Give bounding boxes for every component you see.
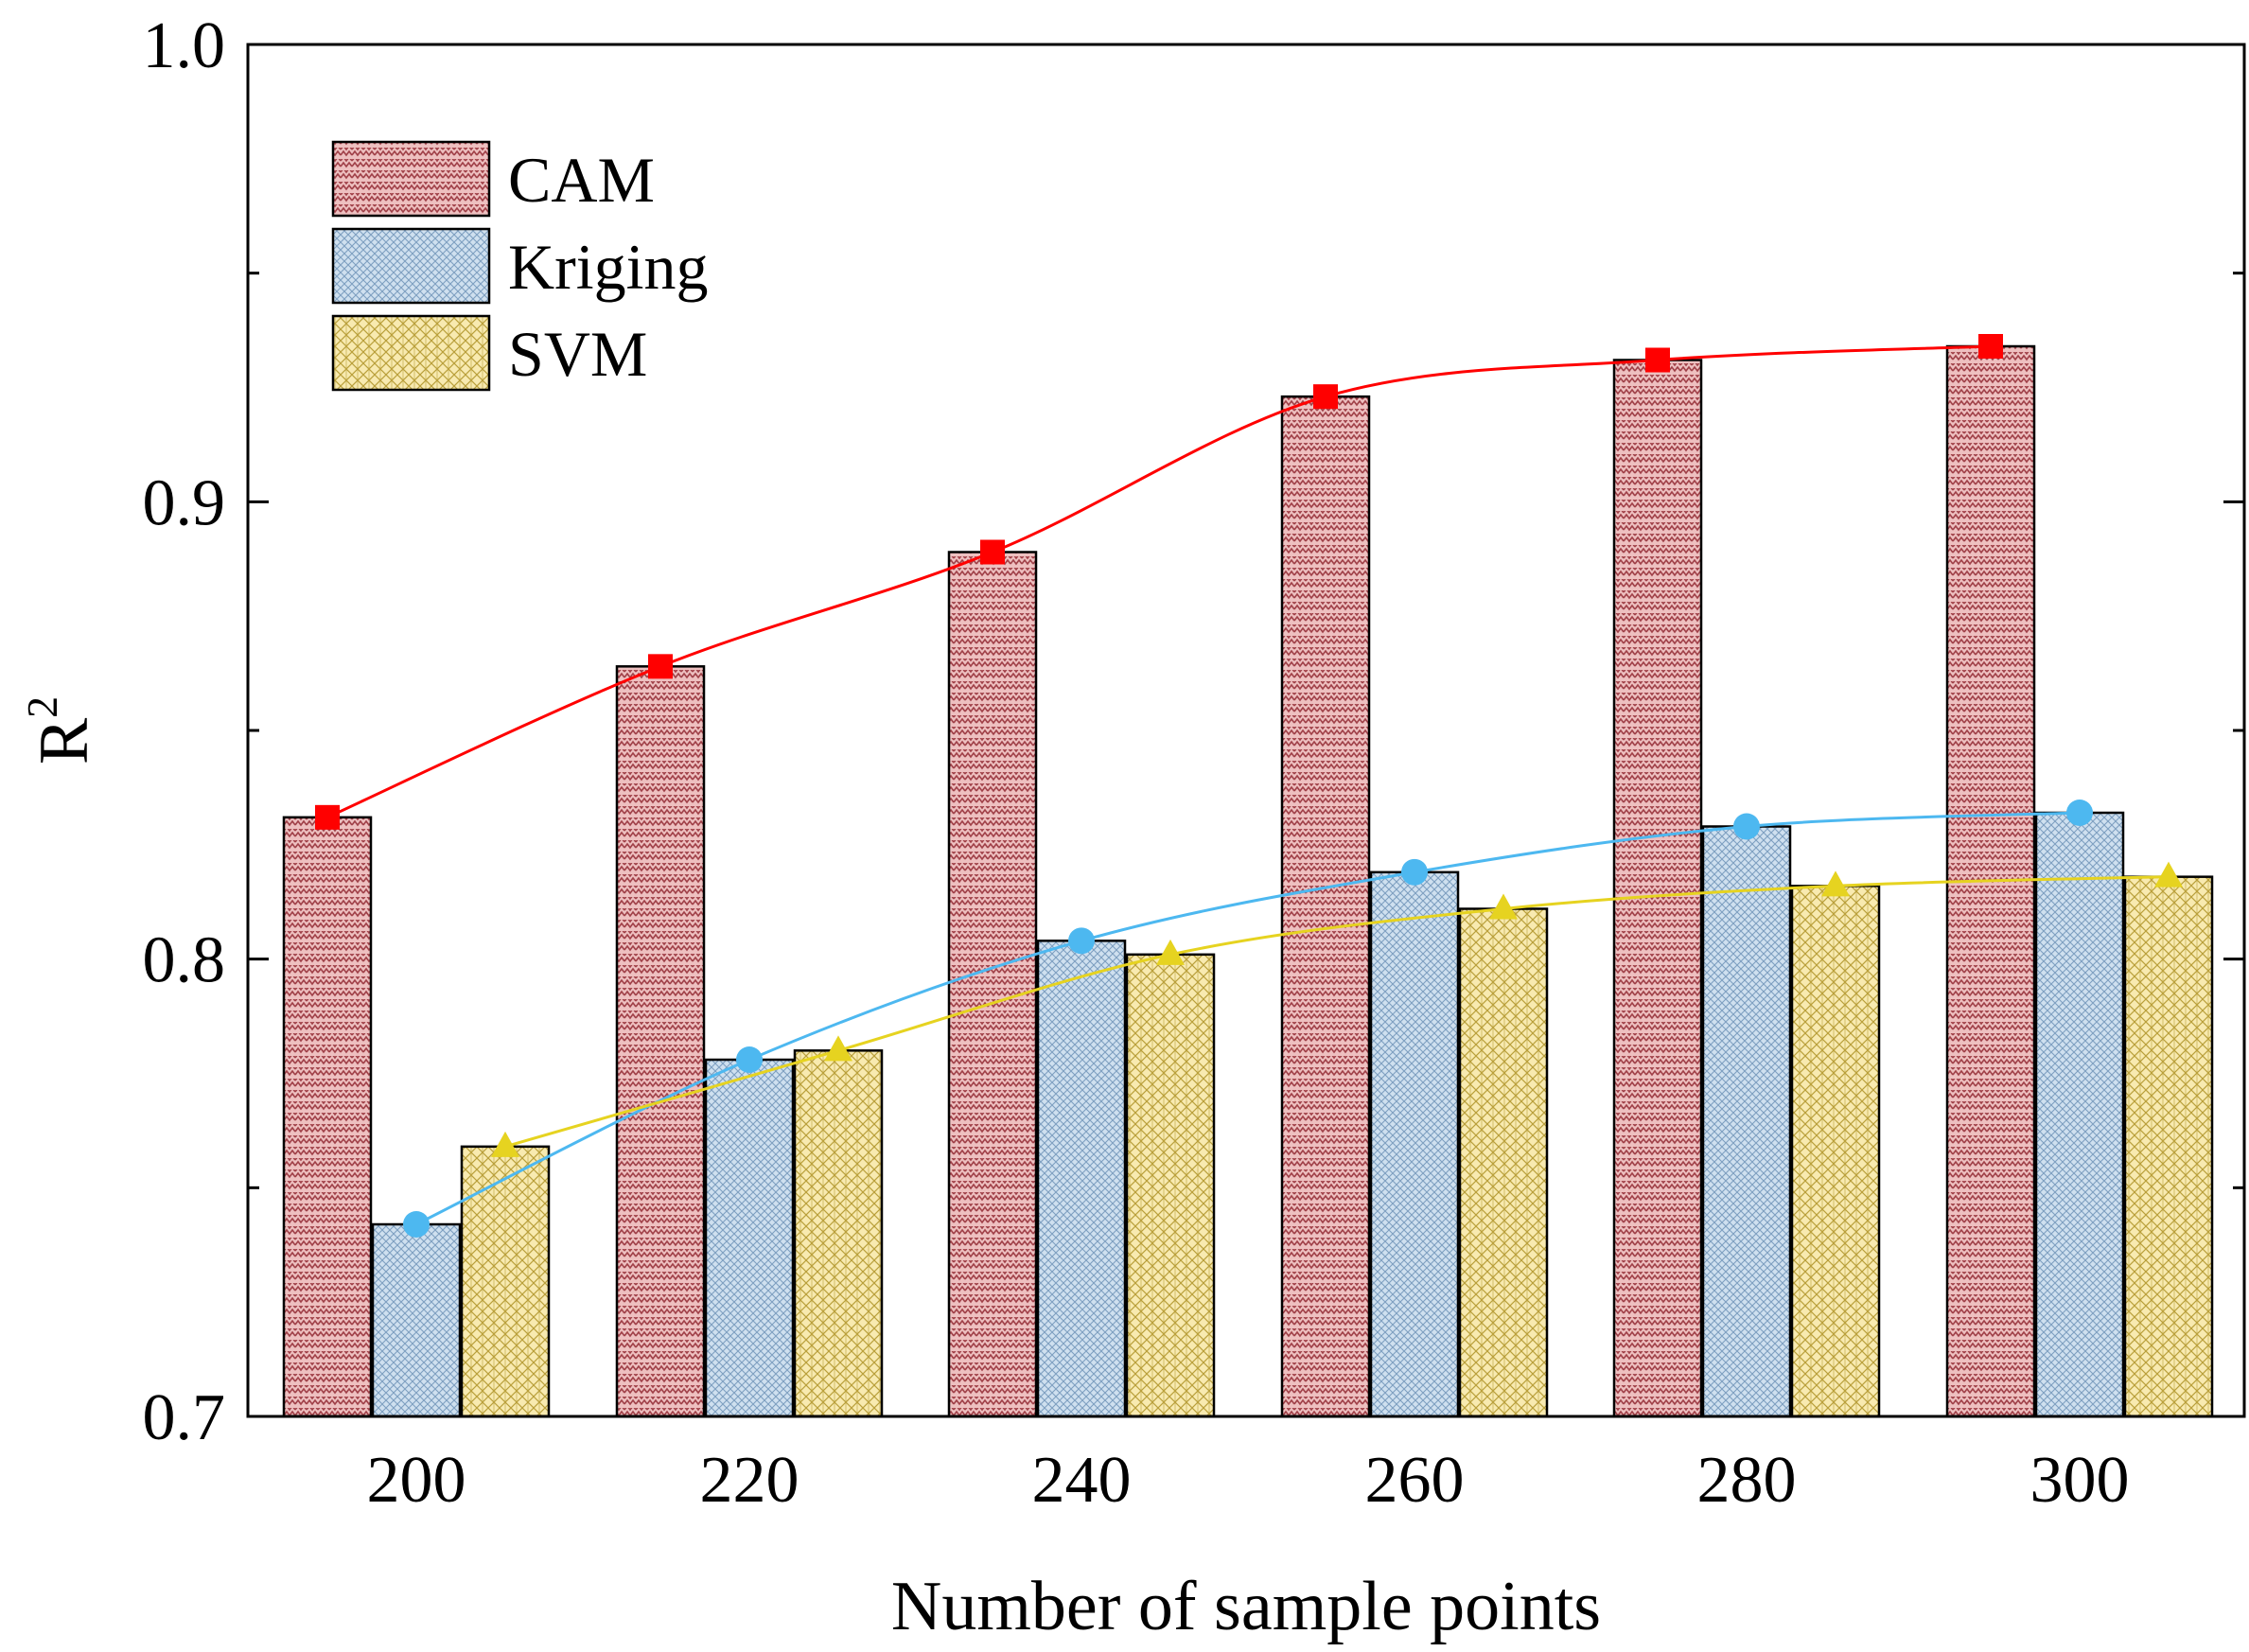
- marker-svm-280: [1821, 870, 1850, 897]
- marker-kriging-200: [403, 1211, 430, 1238]
- marker-svm-220: [824, 1035, 852, 1062]
- marker-kriging-260: [1401, 858, 1428, 886]
- marker-kriging-300: [2066, 800, 2093, 826]
- y-tick-label: 0.8: [143, 924, 226, 997]
- bar-kriging-300: [2034, 811, 2125, 1418]
- trend-line-kriging: [415, 811, 2081, 1226]
- bar-cam-240: [947, 551, 1038, 1418]
- bar-cam-260: [1280, 395, 1371, 1418]
- x-tick-label: 300: [2030, 1444, 2130, 1517]
- marker-svm-200: [491, 1131, 519, 1157]
- legend-swatch-svm: [331, 314, 491, 392]
- legend-label-cam: CAM: [508, 144, 655, 216]
- bar-kriging-200: [371, 1222, 462, 1418]
- bar-cam-220: [615, 665, 706, 1418]
- legend-label-svm: SVM: [508, 318, 647, 390]
- bar-kriging-240: [1036, 940, 1127, 1418]
- marker-svm-260: [1489, 893, 1518, 920]
- marker-cam-200: [315, 804, 340, 830]
- marker-cam-260: [1313, 384, 1338, 410]
- marker-kriging-240: [1068, 927, 1095, 955]
- y-tick-label: 0.9: [143, 466, 226, 539]
- bar-kriging-260: [1369, 870, 1460, 1418]
- y-axis-label-base: R: [26, 717, 103, 764]
- trend-line-cam: [326, 344, 1992, 819]
- trend-lines-layer: [326, 344, 2170, 1226]
- bar-svm-300: [2123, 875, 2214, 1418]
- marker-cam-220: [648, 654, 673, 679]
- legend-swatch-kriging: [331, 227, 491, 305]
- bar-svm-240: [1125, 953, 1216, 1418]
- bar-svm-200: [460, 1145, 551, 1418]
- bar-cam-200: [282, 816, 373, 1418]
- x-axis-label: Number of sample points: [891, 1568, 1601, 1645]
- marker-kriging-280: [1733, 813, 1760, 840]
- markers-layer: [315, 334, 2183, 1238]
- bar-kriging-280: [1701, 825, 1792, 1418]
- x-tick-label: 280: [1697, 1444, 1797, 1517]
- bar-svm-220: [793, 1049, 884, 1418]
- marker-cam-300: [1978, 334, 2003, 359]
- y-axis: 0.7 0.8 0.9 1.0: [143, 9, 2244, 1454]
- bar-kriging-220: [704, 1058, 795, 1418]
- svg-text:R2: R2: [18, 696, 103, 764]
- x-tick-label: 260: [1365, 1444, 1465, 1517]
- legend: CAM Kriging SVM: [331, 140, 709, 392]
- x-axis: 200 220 240 260 280 300: [367, 1444, 2130, 1517]
- trend-line-svm: [504, 875, 2170, 1149]
- y-tick-label: 1.0: [143, 9, 226, 82]
- x-tick-label: 200: [367, 1444, 466, 1517]
- legend-label-kriging: Kriging: [508, 231, 709, 303]
- bar-svm-260: [1458, 907, 1549, 1418]
- legend-swatch-cam: [331, 140, 491, 218]
- y-axis-label-superscript: 2: [18, 696, 66, 718]
- x-tick-label: 220: [700, 1444, 799, 1517]
- marker-svm-300: [2154, 861, 2183, 888]
- bar-cam-280: [1612, 359, 1703, 1418]
- bars-layer: [282, 344, 2214, 1418]
- marker-cam-280: [1645, 347, 1670, 373]
- y-axis-label: R2: [18, 696, 103, 764]
- marker-cam-240: [980, 539, 1005, 565]
- y-tick-label: 0.7: [143, 1381, 226, 1454]
- marker-kriging-220: [736, 1046, 763, 1073]
- bar-svm-280: [1790, 885, 1881, 1418]
- x-tick-label: 240: [1032, 1444, 1132, 1517]
- marker-svm-240: [1156, 939, 1185, 965]
